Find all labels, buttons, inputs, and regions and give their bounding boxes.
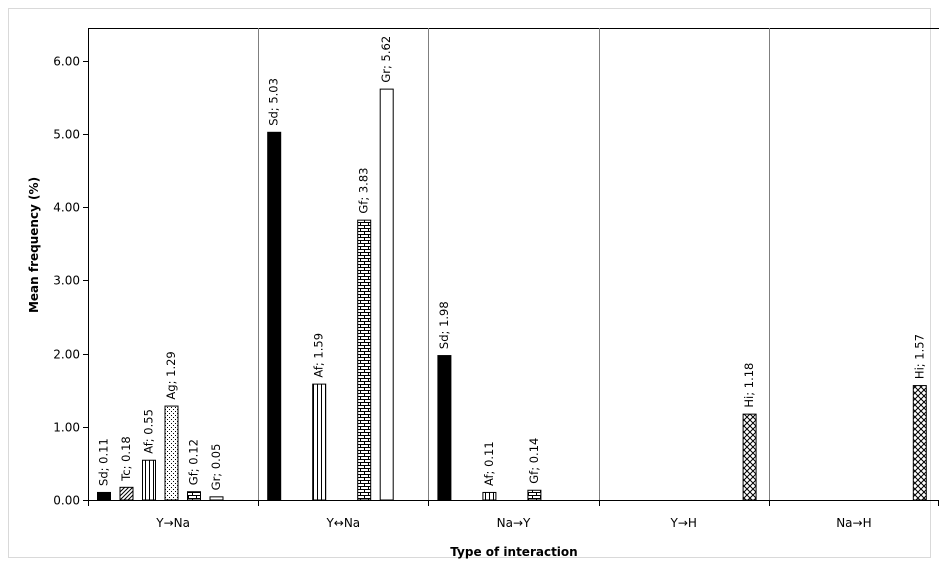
data-label: Sd; 1.98: [437, 301, 451, 349]
bar-ag: [164, 405, 179, 501]
y-tick-label: 3.00: [53, 274, 80, 288]
y-tick-label: 2.00: [53, 348, 80, 362]
data-label: Af; 0.55: [142, 409, 156, 454]
data-label: Gf; 3.83: [357, 168, 371, 214]
bar-tc: [119, 486, 134, 501]
x-category-label: Na→Y: [497, 516, 531, 530]
bar-gr: [379, 88, 394, 501]
plot-layer: 0.00 1.00 2.00 3.00 4.00 5.00 6.00 Y→Na Y↔Na Na→Y…: [53, 28, 939, 530]
data-label: Gr; 5.62: [379, 36, 393, 83]
data-label: Sd; 5.03: [267, 78, 281, 126]
bar-af: [482, 491, 497, 501]
x-category-label: Y→H: [669, 516, 696, 530]
bar-sd: [97, 491, 111, 501]
data-label: Sd; 0.11: [97, 438, 111, 486]
data-label: Ag; 1.29: [164, 351, 178, 399]
data-label: Hi; 1.57: [912, 334, 926, 379]
bar-gr: [209, 496, 224, 501]
bar-gf: [527, 489, 542, 501]
data-label: Af; 1.59: [312, 333, 326, 378]
data-label: Af; 0.11: [482, 441, 496, 486]
y-axis-title: Mean frequency (%): [27, 177, 41, 313]
data-label: Gf; 0.12: [187, 439, 201, 485]
x-category-label: Y↔Na: [325, 516, 360, 530]
bar-sd: [437, 355, 452, 501]
y-tick-label: 1.00: [53, 421, 80, 435]
y-tick-label: 4.00: [53, 201, 80, 215]
bar-sd: [267, 131, 282, 501]
chart-area-border: [8, 8, 931, 558]
data-label: Gf; 0.14: [527, 438, 541, 484]
bar-gf: [357, 219, 372, 501]
x-category-label: Na→H: [836, 516, 871, 530]
x-category-label: Y→Na: [155, 516, 190, 530]
data-label: Gr; 0.05: [209, 444, 223, 491]
x-axis-title: Type of interaction: [450, 545, 577, 559]
bar-hi: [742, 413, 757, 501]
bar-gf: [187, 491, 201, 501]
bar-hi: [912, 385, 927, 501]
y-tick-label: 5.00: [53, 128, 80, 142]
data-label: Hi; 1.18: [742, 363, 756, 408]
bar-af: [142, 459, 156, 501]
y-tick-label: 0.00: [53, 494, 80, 508]
data-label: Tc; 0.18: [119, 436, 133, 482]
y-tick-label: 6.00: [53, 55, 80, 69]
bar-af: [312, 383, 327, 501]
